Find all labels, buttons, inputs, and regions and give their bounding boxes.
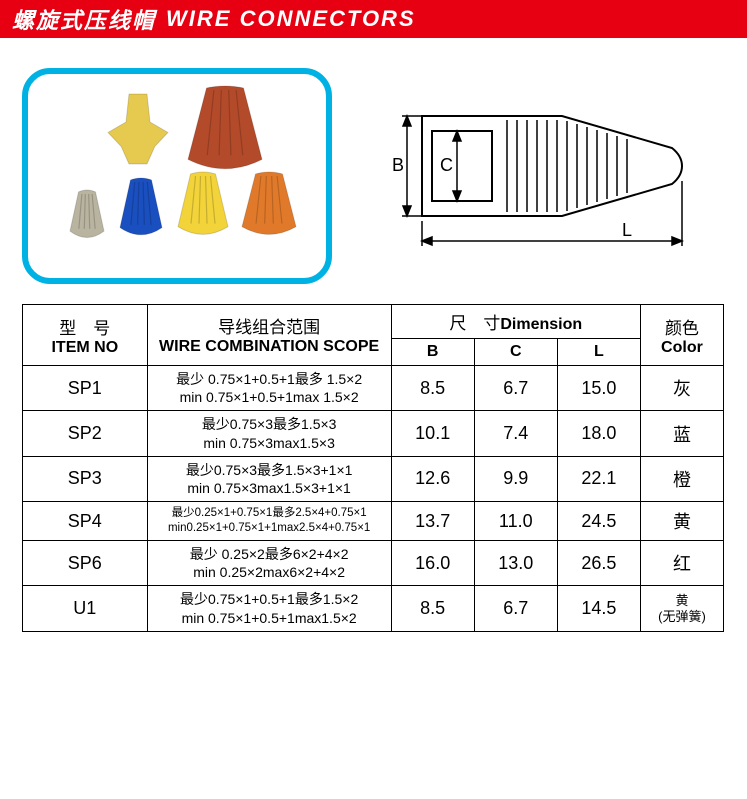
cell-B: 13.7: [391, 502, 474, 541]
cell-color: 黄: [640, 502, 723, 541]
header-bar: 螺旋式压线帽 WIRE CONNECTORS: [0, 0, 747, 38]
cell-C: 6.7: [474, 366, 557, 411]
cell-L: 18.0: [557, 411, 640, 456]
th-scope: 导线组合范围 WIRE COMBINATION SCOPE: [147, 305, 391, 366]
cell-B: 16.0: [391, 541, 474, 586]
cell-color: 蓝: [640, 411, 723, 456]
table-row: SP3最少0.75×3最多1.5×3+1×1min 0.75×3max1.5×3…: [23, 456, 724, 501]
cell-color: 红: [640, 541, 723, 586]
cell-scope: 最少 0.25×2最多6×2+4×2min 0.25×2max6×2+4×2: [147, 541, 391, 586]
connectors-svg: [28, 74, 326, 278]
figure-row: B C L: [0, 38, 747, 304]
cell-L: 14.5: [557, 586, 640, 631]
product-photo: [22, 68, 332, 284]
header-title-cn: 螺旋式压线帽: [12, 3, 156, 35]
cell-B: 8.5: [391, 366, 474, 411]
cell-C: 11.0: [474, 502, 557, 541]
cell-item: SP1: [23, 366, 148, 411]
header-title-en: WIRE CONNECTORS: [166, 6, 416, 32]
cell-color: 灰: [640, 366, 723, 411]
th-B: B: [391, 339, 474, 366]
cell-color: 橙: [640, 456, 723, 501]
cell-B: 10.1: [391, 411, 474, 456]
cell-scope: 最少 0.75×1+0.5+1最多 1.5×2min 0.75×1+0.5+1m…: [147, 366, 391, 411]
cell-item: SP3: [23, 456, 148, 501]
table-row: SP6最少 0.25×2最多6×2+4×2min 0.25×2max6×2+4×…: [23, 541, 724, 586]
cell-item: SP2: [23, 411, 148, 456]
cell-C: 13.0: [474, 541, 557, 586]
dim-label-C: C: [440, 155, 453, 175]
cell-scope: 最少0.25×1+0.75×1最多2.5×4+0.75×1min0.25×1+0…: [147, 502, 391, 541]
th-dimension: 尺 寸Dimension: [391, 305, 640, 339]
cell-item: U1: [23, 586, 148, 631]
table-row: U1最少0.75×1+0.5+1最多1.5×2min 0.75×1+0.5+1m…: [23, 586, 724, 631]
cell-scope: 最少0.75×3最多1.5×3min 0.75×3max1.5×3: [147, 411, 391, 456]
cell-L: 15.0: [557, 366, 640, 411]
dimension-diagram: B C L: [362, 86, 727, 266]
cell-L: 26.5: [557, 541, 640, 586]
table-row: SP4最少0.25×1+0.75×1最多2.5×4+0.75×1min0.25×…: [23, 502, 724, 541]
cell-item: SP6: [23, 541, 148, 586]
cell-scope: 最少0.75×3最多1.5×3+1×1min 0.75×3max1.5×3+1×…: [147, 456, 391, 501]
th-item: 型 号 ITEM NO: [23, 305, 148, 366]
th-L: L: [557, 339, 640, 366]
spec-table: 型 号 ITEM NO 导线组合范围 WIRE COMBINATION SCOP…: [22, 304, 724, 632]
cell-item: SP4: [23, 502, 148, 541]
dim-label-L: L: [622, 220, 632, 240]
cell-B: 8.5: [391, 586, 474, 631]
cell-C: 6.7: [474, 586, 557, 631]
cell-C: 7.4: [474, 411, 557, 456]
th-color: 颜色 Color: [640, 305, 723, 366]
cell-L: 24.5: [557, 502, 640, 541]
cell-L: 22.1: [557, 456, 640, 501]
th-C: C: [474, 339, 557, 366]
table-row: SP2最少0.75×3最多1.5×3min 0.75×3max1.5×310.1…: [23, 411, 724, 456]
dimension-svg: B C L: [362, 86, 702, 266]
table-row: SP1最少 0.75×1+0.5+1最多 1.5×2min 0.75×1+0.5…: [23, 366, 724, 411]
cell-B: 12.6: [391, 456, 474, 501]
dim-label-B: B: [392, 155, 404, 175]
cell-C: 9.9: [474, 456, 557, 501]
cell-scope: 最少0.75×1+0.5+1最多1.5×2min 0.75×1+0.5+1max…: [147, 586, 391, 631]
cell-color: 黄(无弹簧): [640, 586, 723, 631]
